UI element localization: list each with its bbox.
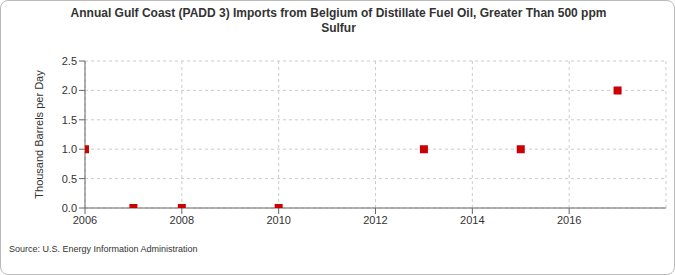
- svg-text:1.0: 1.0: [62, 143, 77, 155]
- svg-text:2008: 2008: [170, 214, 194, 226]
- html-text:Source: U.S. Energy Informatio: Source: U.S. Energy Information Administ…: [9, 244, 198, 254]
- svg-text:2016: 2016: [557, 214, 581, 226]
- svg-text:2.5: 2.5: [62, 55, 77, 67]
- svg-text:2.0: 2.0: [62, 84, 77, 96]
- svg-text:1.5: 1.5: [62, 114, 77, 126]
- svg-text:2010: 2010: [266, 214, 290, 226]
- svg-text:2006: 2006: [73, 214, 97, 226]
- svg-text:2014: 2014: [460, 214, 484, 226]
- svg-text:0.0: 0.0: [62, 202, 77, 214]
- html-text:Annual Gulf Coast (PADD 3) Imp: Annual Gulf Coast (PADD 3) Imports from …: [70, 6, 607, 35]
- svg-text:2012: 2012: [363, 214, 387, 226]
- svg-text:0.5: 0.5: [62, 173, 77, 185]
- svg-text:Thousand Barrels per Day: Thousand Barrels per Day: [33, 70, 45, 199]
